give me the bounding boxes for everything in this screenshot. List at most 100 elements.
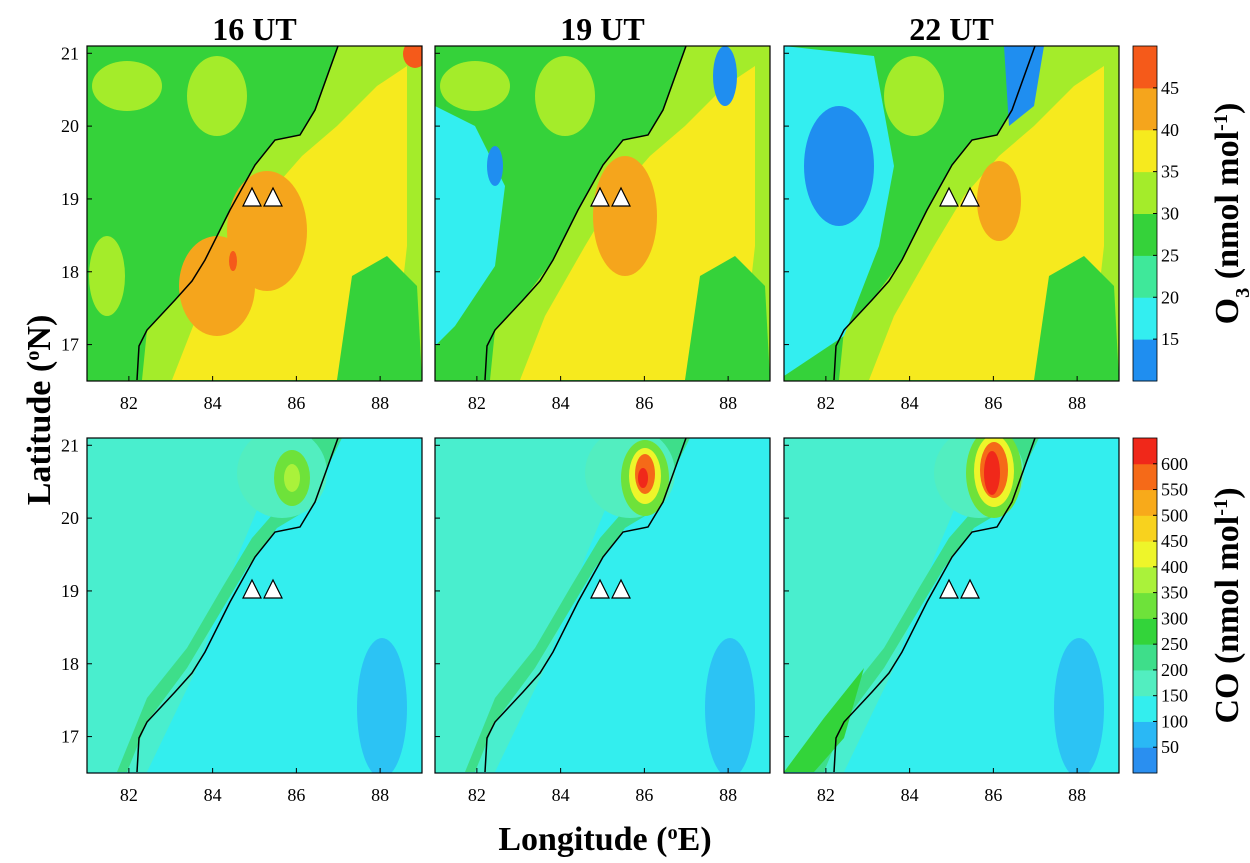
y-tick-label: 19 [61,581,79,601]
x-axis-label: Longitude (oE) [498,821,711,858]
x-axis-label-part: E) [678,821,712,858]
colorbar-segment [1133,489,1157,516]
x-tick-label: 86 [984,785,1002,805]
x-tick-label: 82 [120,785,138,805]
colorbar-segment [1133,171,1157,214]
colorbar-segment [1133,87,1157,131]
y-tick-label: 21 [61,43,79,63]
panels [87,46,1119,773]
colorbar-tick-label: 50 [1161,737,1179,757]
x-tick-label: 84 [204,393,222,413]
x-tick-label: 82 [120,393,138,413]
colorbar-tick-label: 300 [1161,608,1188,628]
x-tick-label: 86 [287,393,305,413]
x-tick-label: 88 [719,393,737,413]
colorbar-tick-label: 450 [1161,531,1188,551]
x-tick-label: 84 [552,785,570,805]
colorbar-tick-label: 500 [1161,505,1188,525]
colorbar-segment [1133,297,1157,340]
y-tick-label: 21 [61,435,79,455]
x-tick-label: 84 [901,393,919,413]
x-tick-label: 88 [371,393,389,413]
colorbar-segment [1133,695,1157,722]
colorbar-segment [1133,669,1157,697]
colorbar-segment [1133,644,1157,671]
x-tick-label: 88 [1068,393,1086,413]
colorbar-tick-label: 550 [1161,480,1188,500]
colorbar-segment [1133,46,1157,89]
co-map [435,438,770,773]
x-tick-label: 82 [817,785,835,805]
x-tick-label: 84 [901,785,919,805]
colorbar-segment [1133,515,1157,542]
colorbar-label-part: ) [1209,487,1246,498]
panel-title: 19 UT [560,11,644,47]
x-axis-label-part: o [667,822,677,844]
colorbar-tick-label: 250 [1161,634,1188,654]
colorbar-segment [1133,438,1157,465]
panel-title: 16 UT [212,11,296,47]
colorbar-segment [1133,747,1157,774]
y-tick-label: 20 [61,508,79,528]
y-axis-label: Latitude (oN) [21,315,58,506]
x-tick-label: 84 [552,393,570,413]
o3-map [87,46,422,381]
colorbar-segment [1133,339,1157,382]
colorbar-tick-label: 350 [1161,583,1188,603]
colorbar-tick-label: 200 [1161,660,1188,680]
x-tick-label: 84 [204,785,222,805]
x-tick-label: 86 [635,393,653,413]
colorbar-frame [1132,437,1158,774]
o3-map [784,46,1119,381]
y-tick-label: 18 [61,262,79,282]
x-tick-label: 88 [719,785,737,805]
colorbar-tick-label: 600 [1161,454,1188,474]
co-map [784,438,1119,773]
y-tick-label: 19 [61,189,79,209]
colorbar-tick-label: 45 [1161,78,1179,98]
x-tick-label: 82 [468,393,486,413]
y-tick-label: 18 [61,654,79,674]
colorbar-tick-label: 15 [1161,329,1179,349]
y-axis-label-part: N) [21,315,58,351]
colorbar-tick-label: 400 [1161,557,1188,577]
colorbar-label-part: O [1209,298,1246,324]
colorbar-tick-label: 25 [1161,245,1179,265]
colorbar-label-part: CO (nmol mol [1209,516,1246,724]
panel-title: 22 UT [909,11,993,47]
x-tick-label: 88 [1068,785,1086,805]
panel-frame [783,45,1120,382]
panel-frame [86,437,423,774]
x-tick-label: 86 [635,785,653,805]
co-map [87,438,422,773]
x-tick-label: 82 [468,785,486,805]
colorbar-segment [1133,541,1157,568]
colorbar-label: O3 (nmol mol-1) [1209,103,1250,325]
colorbar-tick-label: 30 [1161,204,1179,224]
colorbar-tick-label: 20 [1161,287,1179,307]
colorbar-segment [1133,618,1157,645]
colorbar-label-part: -1 [1210,114,1232,131]
y-tick-label: 20 [61,116,79,136]
panel-frame [434,45,771,382]
colorbar-segment [1133,592,1157,619]
colorbar-segment [1133,566,1157,594]
x-tick-label: 82 [817,393,835,413]
colorbar-segment [1133,255,1157,298]
x-tick-label: 86 [984,393,1002,413]
colorbar-segment [1133,213,1157,256]
colorbar-tick-label: 100 [1161,711,1188,731]
colorbar-label-part: (nmol mol [1209,131,1246,288]
panel-frame [434,437,771,774]
colorbar-label-part: -1 [1210,499,1232,516]
colorbar-segment [1133,463,1157,491]
x-tick-label: 88 [371,785,389,805]
y-axis-label-part: o [22,351,44,361]
y-tick-label: 17 [61,727,79,747]
x-tick-label: 86 [287,785,305,805]
colorbar-tick-label: 150 [1161,686,1188,706]
y-axis-label-part: Latitude ( [21,361,58,506]
colorbar-segment [1133,129,1157,173]
colorbar-label-part: ) [1209,103,1246,114]
